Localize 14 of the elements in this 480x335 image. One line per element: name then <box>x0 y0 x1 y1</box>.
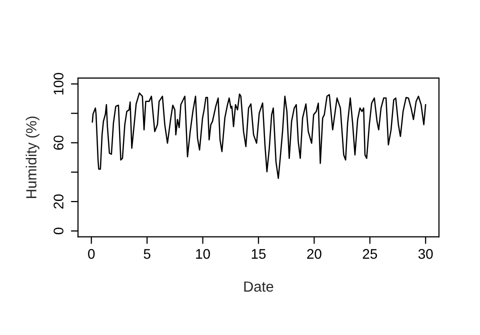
y-tick-label: 60 <box>54 136 64 150</box>
y-tick-label: 20 <box>54 194 64 209</box>
x-tick-label: 30 <box>418 249 433 259</box>
y-tick-label: 100 <box>54 72 64 94</box>
x-tick-label: 20 <box>307 249 322 259</box>
x-tick-label: 5 <box>144 249 150 259</box>
y-tick-label: 0 <box>54 228 64 234</box>
x-tick-label: 10 <box>196 249 210 259</box>
x-tick-label: 25 <box>362 249 378 259</box>
line-series <box>92 92 426 179</box>
x-axis-title: Date <box>244 282 274 292</box>
x-tick-label: 0 <box>88 249 95 259</box>
x-tick-label: 15 <box>252 249 266 259</box>
y-axis-title: Humidity (%) <box>26 116 40 198</box>
